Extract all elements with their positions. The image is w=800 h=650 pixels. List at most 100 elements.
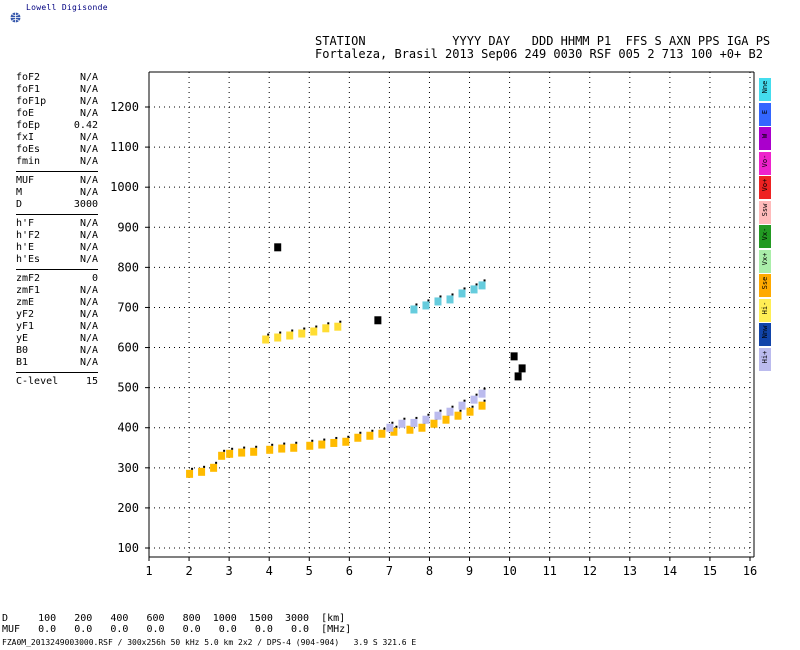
param-value: N/A xyxy=(79,285,98,296)
trace-point-echo xyxy=(291,329,294,332)
trace-point xyxy=(298,329,306,338)
param-row: fxI N/A xyxy=(16,132,98,144)
y-tick-label: 100 xyxy=(117,541,139,555)
brand-header: Lowell Digisonde xyxy=(4,2,144,24)
trace-point xyxy=(310,327,318,336)
trace-point xyxy=(334,322,342,331)
trace-point xyxy=(422,301,430,310)
param-value: N/A xyxy=(79,333,98,344)
trace-point xyxy=(446,295,454,304)
legend-label: Vo- xyxy=(761,154,769,167)
param-separator xyxy=(16,171,98,172)
trace-point-echo xyxy=(451,405,454,408)
param-name: zmF1 xyxy=(16,285,41,296)
y-tick-label: 1100 xyxy=(110,140,139,154)
trace-point-echo xyxy=(311,439,314,442)
param-value: 0.42 xyxy=(73,120,98,131)
legend-label: Vo+ xyxy=(761,178,769,192)
x-tick-label: 10 xyxy=(502,564,516,578)
trace-point-echo xyxy=(415,416,418,419)
trace-point-echo xyxy=(451,293,454,296)
param-row: foEs N/A xyxy=(16,144,98,156)
trace-point xyxy=(434,411,442,420)
legend-swatch: Ssw xyxy=(759,200,771,224)
trace-point-echo xyxy=(383,427,386,430)
param-value: N/A xyxy=(79,242,98,253)
trace-point-echo xyxy=(391,421,394,424)
trace-point xyxy=(470,285,478,294)
param-value: 3000 xyxy=(73,199,98,210)
param-row: foF1p N/A xyxy=(16,96,98,108)
legend-label: Nne xyxy=(761,80,769,94)
trace-point-echo xyxy=(303,327,306,330)
legend-swatch: W xyxy=(759,127,771,150)
trace-point-echo xyxy=(347,435,350,438)
trace-point-echo xyxy=(483,399,486,402)
trace-point xyxy=(434,297,442,306)
param-value: N/A xyxy=(79,72,98,83)
trace-point-echo xyxy=(335,436,338,439)
trace-point-echo xyxy=(191,467,194,470)
param-name: foF1p xyxy=(16,96,47,107)
y-tick-label: 500 xyxy=(117,381,139,395)
trace-point xyxy=(422,415,430,424)
distance-row: D 100 200 400 600 800 1000 1500 3000 [km… xyxy=(2,613,346,624)
x-tick-label: 2 xyxy=(185,564,192,578)
trace-point-echo xyxy=(283,442,286,445)
trace-point-echo xyxy=(427,299,430,302)
trace-point xyxy=(274,243,282,252)
legend-swatch: Nne xyxy=(759,78,771,101)
param-row: zmE N/A xyxy=(16,297,98,309)
param-separator xyxy=(16,214,98,215)
header-columns: STATION YYYY DAY DDD HHMM P1 FFS S AXN P… xyxy=(315,34,771,48)
legend-swatch: Sse xyxy=(759,274,771,297)
trace-point xyxy=(262,335,270,344)
trace-point xyxy=(478,281,486,290)
trace-point-echo xyxy=(279,331,282,334)
param-row: yF2 N/A xyxy=(16,309,98,321)
param-name: B1 xyxy=(16,357,29,368)
distance-muf-table: D 100 200 400 600 800 1000 1500 3000 [km… xyxy=(2,613,351,635)
trace-point xyxy=(266,445,274,454)
trace-point xyxy=(186,469,194,478)
trace-point xyxy=(410,305,418,314)
trace-point-echo xyxy=(223,449,226,452)
trace-point xyxy=(226,449,234,458)
trace-point-echo xyxy=(483,387,486,390)
trace-point-echo xyxy=(463,287,466,290)
param-row: B1 N/A xyxy=(16,357,98,369)
param-row: foF1 N/A xyxy=(16,84,98,96)
trace-point-echo xyxy=(323,438,326,441)
param-name: zmF2 xyxy=(16,273,41,284)
trace-point-echo xyxy=(427,413,430,416)
x-tick-label: 6 xyxy=(346,564,353,578)
param-name: h'Es xyxy=(16,254,41,265)
x-tick-label: 4 xyxy=(266,564,273,578)
y-tick-label: 200 xyxy=(117,501,139,515)
param-row: foE N/A xyxy=(16,108,98,120)
param-name: yE xyxy=(16,333,29,344)
param-name: foF1 xyxy=(16,84,41,95)
param-name: MUF xyxy=(16,175,35,186)
trace-point-echo xyxy=(415,303,418,306)
legend-label: W xyxy=(761,133,769,139)
trace-point xyxy=(386,423,394,432)
trace-point xyxy=(218,451,226,460)
x-tick-label: 5 xyxy=(306,564,313,578)
x-tick-label: 16 xyxy=(743,564,757,578)
legend-label: E xyxy=(761,109,769,114)
trace-point-echo xyxy=(403,417,406,420)
param-row: h'F N/A xyxy=(16,218,98,230)
legend-label: Ssw xyxy=(761,203,769,216)
trace-point-echo xyxy=(327,322,330,325)
param-row: MUF N/A xyxy=(16,175,98,187)
legend-label: Vx+ xyxy=(761,252,769,265)
trace-point xyxy=(442,415,450,424)
trace-point xyxy=(374,316,382,325)
x-tick-label: 3 xyxy=(226,564,233,578)
param-row: B0 N/A xyxy=(16,345,98,357)
legend-label: Hi+ xyxy=(761,350,769,363)
param-name: yF1 xyxy=(16,321,35,332)
trace-point xyxy=(250,447,258,456)
trace-point xyxy=(514,372,522,381)
